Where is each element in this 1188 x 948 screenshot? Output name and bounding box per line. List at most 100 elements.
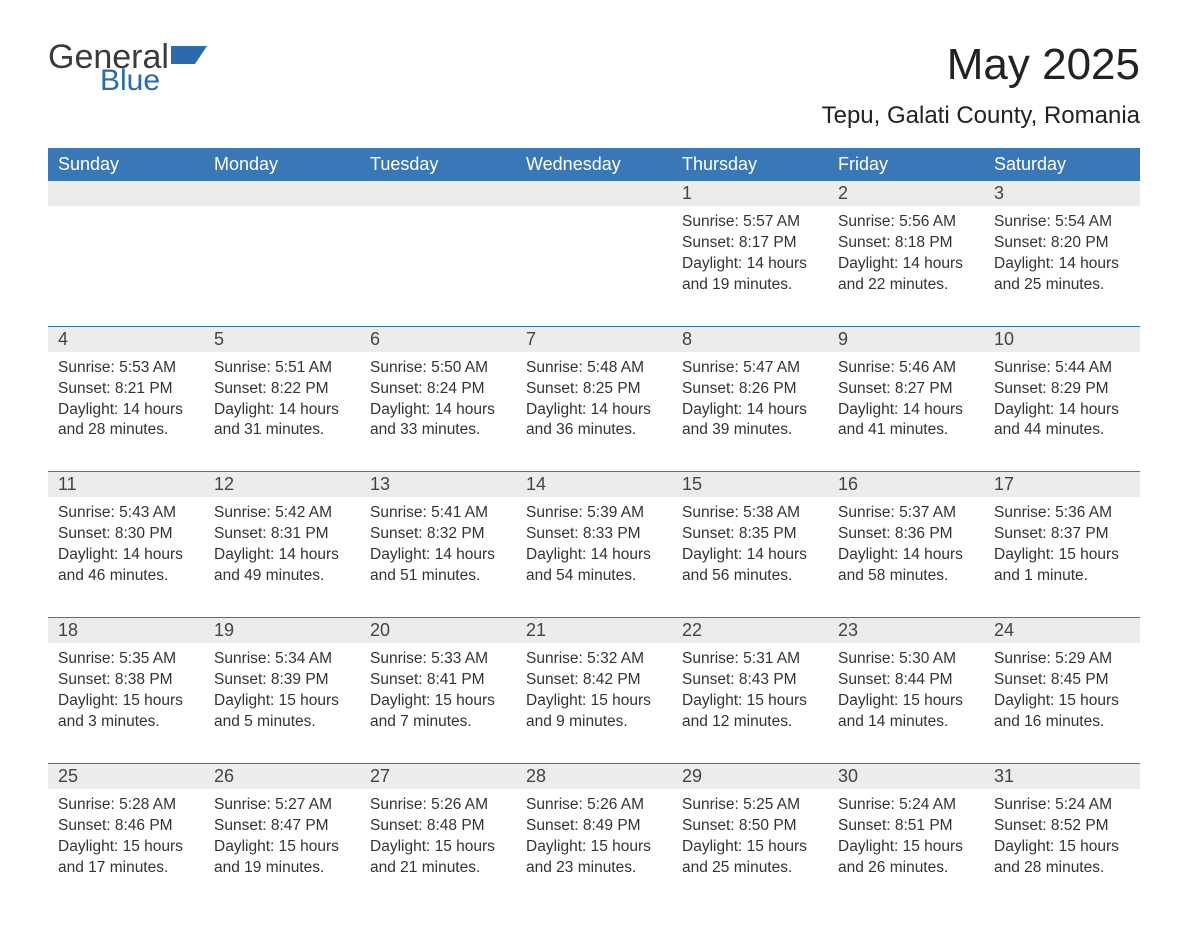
- day-body-cell: Sunrise: 5:57 AMSunset: 8:17 PMDaylight:…: [672, 206, 828, 326]
- daylight-text: Daylight: 15 hours and 26 minutes.: [838, 837, 974, 879]
- sunrise-text: Sunrise: 5:35 AM: [58, 649, 194, 670]
- day-number-cell: 8: [672, 327, 828, 352]
- day-body-cell: Sunrise: 5:32 AMSunset: 8:42 PMDaylight:…: [516, 643, 672, 763]
- sunset-text: Sunset: 8:27 PM: [838, 379, 974, 400]
- sunset-text: Sunset: 8:37 PM: [994, 524, 1130, 545]
- sunrise-text: Sunrise: 5:43 AM: [58, 503, 194, 524]
- day-body-cell: Sunrise: 5:31 AMSunset: 8:43 PMDaylight:…: [672, 643, 828, 763]
- day-body-cell: Sunrise: 5:24 AMSunset: 8:51 PMDaylight:…: [828, 789, 984, 909]
- sunset-text: Sunset: 8:33 PM: [526, 524, 662, 545]
- page-title: May 2025: [947, 40, 1140, 90]
- daylight-text: Daylight: 15 hours and 12 minutes.: [682, 691, 818, 733]
- sunrise-text: Sunrise: 5:29 AM: [994, 649, 1130, 670]
- daylight-text: Daylight: 15 hours and 23 minutes.: [526, 837, 662, 879]
- sunrise-text: Sunrise: 5:33 AM: [370, 649, 506, 670]
- dayhead-fri: Friday: [828, 148, 984, 181]
- daylight-text: Daylight: 14 hours and 44 minutes.: [994, 400, 1130, 442]
- day-number-cell: 19: [204, 618, 360, 643]
- day-number-cell: 13: [360, 472, 516, 497]
- sunrise-text: Sunrise: 5:31 AM: [682, 649, 818, 670]
- title-block: May 2025: [947, 40, 1140, 90]
- day-number-cell: [516, 181, 672, 206]
- sunset-text: Sunset: 8:51 PM: [838, 816, 974, 837]
- sunrise-text: Sunrise: 5:25 AM: [682, 795, 818, 816]
- day-number-cell: 17: [984, 472, 1140, 497]
- daylight-text: Daylight: 14 hours and 41 minutes.: [838, 400, 974, 442]
- sunrise-text: Sunrise: 5:41 AM: [370, 503, 506, 524]
- day-number-cell: 20: [360, 618, 516, 643]
- sunrise-text: Sunrise: 5:37 AM: [838, 503, 974, 524]
- day-body-cell: [204, 206, 360, 326]
- sunset-text: Sunset: 8:17 PM: [682, 233, 818, 254]
- day-body-cell: Sunrise: 5:46 AMSunset: 8:27 PMDaylight:…: [828, 352, 984, 472]
- day-header-row: Sunday Monday Tuesday Wednesday Thursday…: [48, 148, 1140, 181]
- daylight-text: Daylight: 15 hours and 28 minutes.: [994, 837, 1130, 879]
- sunrise-text: Sunrise: 5:46 AM: [838, 358, 974, 379]
- day-body-cell: Sunrise: 5:39 AMSunset: 8:33 PMDaylight:…: [516, 497, 672, 617]
- logo-word2: Blue: [100, 66, 169, 96]
- daylight-text: Daylight: 14 hours and 31 minutes.: [214, 400, 350, 442]
- sunrise-text: Sunrise: 5:42 AM: [214, 503, 350, 524]
- day-number-cell: 10: [984, 327, 1140, 352]
- day-body-cell: Sunrise: 5:36 AMSunset: 8:37 PMDaylight:…: [984, 497, 1140, 617]
- sunset-text: Sunset: 8:44 PM: [838, 670, 974, 691]
- calendar-body: 123Sunrise: 5:57 AMSunset: 8:17 PMDaylig…: [48, 181, 1140, 908]
- day-body-cell: Sunrise: 5:30 AMSunset: 8:44 PMDaylight:…: [828, 643, 984, 763]
- day-body-row: Sunrise: 5:57 AMSunset: 8:17 PMDaylight:…: [48, 206, 1140, 326]
- day-body-cell: Sunrise: 5:38 AMSunset: 8:35 PMDaylight:…: [672, 497, 828, 617]
- day-number-cell: 11: [48, 472, 204, 497]
- sunrise-text: Sunrise: 5:53 AM: [58, 358, 194, 379]
- sunset-text: Sunset: 8:36 PM: [838, 524, 974, 545]
- sunset-text: Sunset: 8:24 PM: [370, 379, 506, 400]
- day-body-cell: Sunrise: 5:42 AMSunset: 8:31 PMDaylight:…: [204, 497, 360, 617]
- day-number-cell: 23: [828, 618, 984, 643]
- daylight-text: Daylight: 14 hours and 33 minutes.: [370, 400, 506, 442]
- daylight-text: Daylight: 15 hours and 25 minutes.: [682, 837, 818, 879]
- day-number-cell: 1: [672, 181, 828, 206]
- logo-text: General Blue: [48, 40, 169, 96]
- sunset-text: Sunset: 8:20 PM: [994, 233, 1130, 254]
- day-body-cell: Sunrise: 5:47 AMSunset: 8:26 PMDaylight:…: [672, 352, 828, 472]
- daylight-text: Daylight: 14 hours and 49 minutes.: [214, 545, 350, 587]
- day-number-cell: 31: [984, 764, 1140, 789]
- day-body-cell: Sunrise: 5:28 AMSunset: 8:46 PMDaylight:…: [48, 789, 204, 909]
- sunrise-text: Sunrise: 5:48 AM: [526, 358, 662, 379]
- day-number-cell: 2: [828, 181, 984, 206]
- sunset-text: Sunset: 8:29 PM: [994, 379, 1130, 400]
- sunset-text: Sunset: 8:43 PM: [682, 670, 818, 691]
- daylight-text: Daylight: 14 hours and 58 minutes.: [838, 545, 974, 587]
- sunset-text: Sunset: 8:52 PM: [994, 816, 1130, 837]
- sunset-text: Sunset: 8:35 PM: [682, 524, 818, 545]
- day-number-cell: [204, 181, 360, 206]
- sunrise-text: Sunrise: 5:32 AM: [526, 649, 662, 670]
- day-number-row: 123: [48, 181, 1140, 206]
- daylight-text: Daylight: 15 hours and 9 minutes.: [526, 691, 662, 733]
- daylight-text: Daylight: 14 hours and 39 minutes.: [682, 400, 818, 442]
- day-number-row: 45678910: [48, 327, 1140, 352]
- day-body-cell: [516, 206, 672, 326]
- day-body-row: Sunrise: 5:28 AMSunset: 8:46 PMDaylight:…: [48, 789, 1140, 909]
- day-body-row: Sunrise: 5:53 AMSunset: 8:21 PM Daylight:…: [48, 352, 1140, 472]
- sunrise-text: Sunrise: 5:44 AM: [994, 358, 1130, 379]
- day-number-cell: 21: [516, 618, 672, 643]
- day-number-cell: 25: [48, 764, 204, 789]
- day-body-cell: Sunrise: 5:37 AMSunset: 8:36 PMDaylight:…: [828, 497, 984, 617]
- sunrise-text: Sunrise: 5:28 AM: [58, 795, 194, 816]
- dayhead-mon: Monday: [204, 148, 360, 181]
- daylight-text: Daylight: 14 hours and 19 minutes.: [682, 254, 818, 296]
- sunset-text: Sunset: 8:18 PM: [838, 233, 974, 254]
- sunset-text: Sunset: 8:38 PM: [58, 670, 194, 691]
- sunrise-text: Sunrise: 5:34 AM: [214, 649, 350, 670]
- sunset-text: Sunset: 8:26 PM: [682, 379, 818, 400]
- day-body-cell: [360, 206, 516, 326]
- daylight-text: Daylight: 15 hours and 3 minutes.: [58, 691, 194, 733]
- logo-flag-icon: [171, 46, 209, 76]
- day-body-cell: Sunrise: 5:41 AMSunset: 8:32 PMDaylight:…: [360, 497, 516, 617]
- day-number-cell: 5: [204, 327, 360, 352]
- day-number-row: 18192021222324: [48, 618, 1140, 643]
- daylight-text: Daylight: 15 hours and 1 minute.: [994, 545, 1130, 587]
- sunset-text: Sunset: 8:21 PM: [58, 379, 194, 400]
- day-body-cell: Sunrise: 5:53 AMSunset: 8:21 PMDaylight:…: [48, 352, 204, 472]
- sunrise-text: Sunrise: 5:26 AM: [370, 795, 506, 816]
- logo: General Blue: [48, 40, 209, 96]
